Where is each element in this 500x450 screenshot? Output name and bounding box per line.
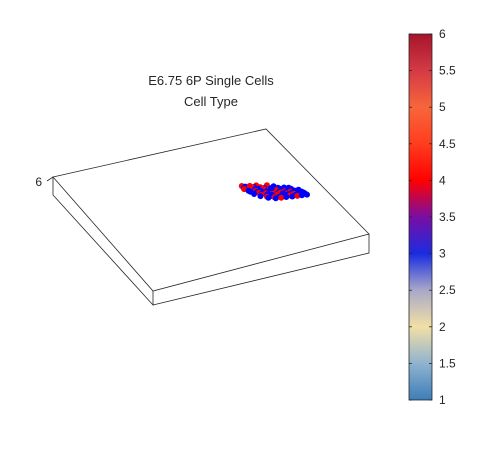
colorbar-tick-label: 5.5 — [439, 64, 456, 78]
scatter-point — [283, 194, 290, 200]
colorbar-gradient — [409, 34, 432, 400]
z-axis: 6 — [35, 175, 54, 189]
colorbar-frame — [408, 33, 433, 401]
scatter-point — [298, 192, 305, 199]
colorbar-tick-label: 6 — [439, 27, 446, 41]
scatter-point — [257, 193, 264, 200]
scatter-point — [265, 194, 272, 201]
scatter-points — [238, 182, 310, 202]
scatter-point — [304, 191, 310, 198]
plot-box — [52, 128, 370, 307]
scatter-point — [272, 195, 279, 202]
colorbar-ticks: 1 1.5 2 2.5 3 3.5 4 4.5 5 5.5 6 — [409, 27, 456, 407]
colorbar-tick-label: 2.5 — [439, 283, 456, 297]
z-tick-mark — [46, 176, 54, 182]
chart-title-line-1: E6.75 6P Single Cells — [148, 73, 274, 88]
chart-title-line-2: Cell Type — [184, 94, 238, 109]
box-front-right-edge — [152, 234, 370, 306]
box-front-left-edge — [52, 177, 154, 307]
colorbar: 1 1.5 2 2.5 3 3.5 4 4.5 5 5.5 6 — [408, 27, 456, 407]
scatter-point — [289, 193, 296, 200]
colorbar-tick-label: 5 — [439, 100, 446, 114]
colorbar-tick-label: 1 — [439, 393, 446, 407]
z-tick-label: 6 — [35, 175, 42, 189]
scatter-point — [251, 191, 258, 197]
colorbar-tick-label: 3.5 — [439, 210, 456, 224]
colorbar-tick-label: 2 — [439, 320, 446, 334]
box-top-face — [52, 128, 370, 292]
colorbar-tick-label: 3 — [439, 247, 446, 261]
colorbar-tick-label: 4.5 — [439, 137, 456, 151]
colorbar-tick-label: 1.5 — [439, 356, 456, 370]
scatter-point — [294, 192, 301, 199]
colorbar-tick-label: 4 — [439, 173, 446, 187]
scatter-point — [278, 194, 285, 201]
